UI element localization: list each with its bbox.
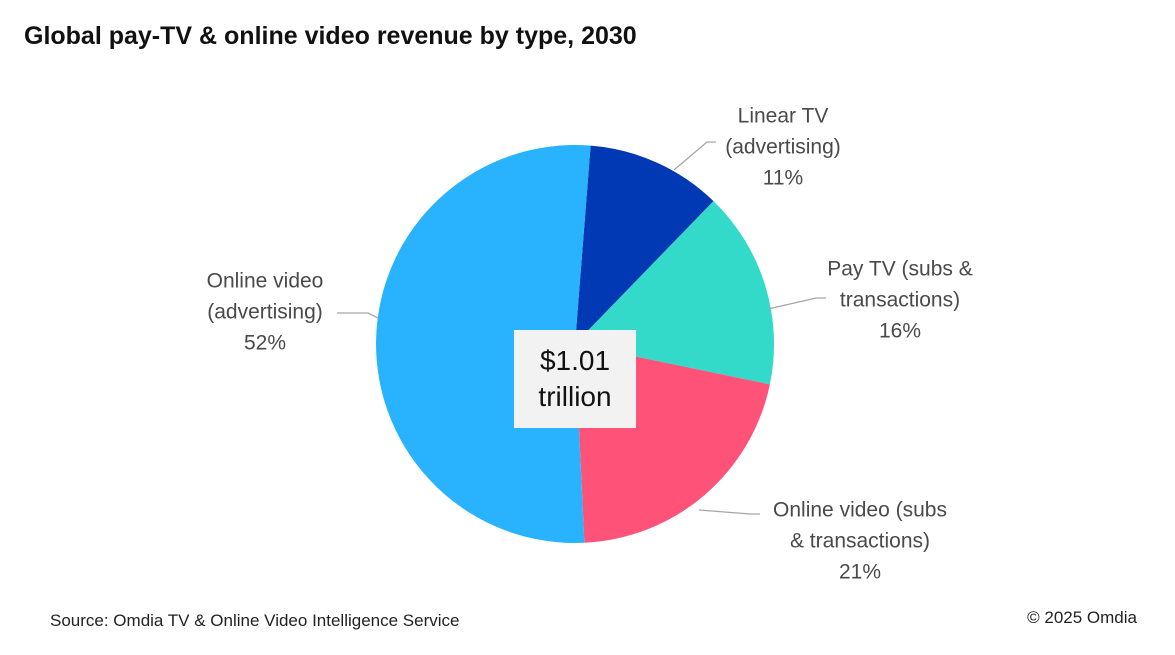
slice-category-label-1: Pay TV (subs & bbox=[827, 258, 973, 281]
leader-line-2 bbox=[698, 509, 760, 515]
leader-line-3 bbox=[337, 312, 379, 319]
pie-slice-0 bbox=[575, 145, 714, 344]
pie-slice-3 bbox=[376, 144, 591, 543]
source-note: Source: Omdia TV & Online Video Intellig… bbox=[50, 611, 460, 630]
slice-value-label-3: 52% bbox=[244, 332, 286, 355]
slice-value-label-1: 16% bbox=[879, 320, 921, 343]
slice-value-label-0: 11% bbox=[763, 167, 803, 190]
slice-category-label-2: & transactions) bbox=[790, 530, 930, 553]
slice-category-label-0: Linear TV bbox=[738, 105, 829, 128]
chart-title: Global pay-TV & online video revenue by … bbox=[24, 22, 637, 50]
leader-line-1 bbox=[767, 297, 826, 310]
slice-category-label-0: (advertising) bbox=[725, 136, 841, 159]
slice-value-label-2: 21% bbox=[839, 561, 881, 584]
slice-category-label-2: Online video (subs bbox=[773, 499, 947, 522]
slice-category-label-3: (advertising) bbox=[207, 301, 323, 324]
slice-labels: Linear TV (advertising) 11% Pay TV (subs & t… bbox=[207, 105, 973, 584]
copyright-note: © 2025 Omdia bbox=[1027, 608, 1137, 627]
total-unit: trillion bbox=[538, 381, 612, 412]
total-label-box: $1.01 trillion bbox=[514, 330, 636, 428]
total-value: $1.01 bbox=[539, 345, 611, 376]
leader-line-0 bbox=[673, 141, 716, 171]
slice-category-label-3: Online video bbox=[207, 270, 324, 293]
slice-category-label-1: transactions) bbox=[840, 289, 960, 312]
leader-lines bbox=[337, 141, 826, 515]
